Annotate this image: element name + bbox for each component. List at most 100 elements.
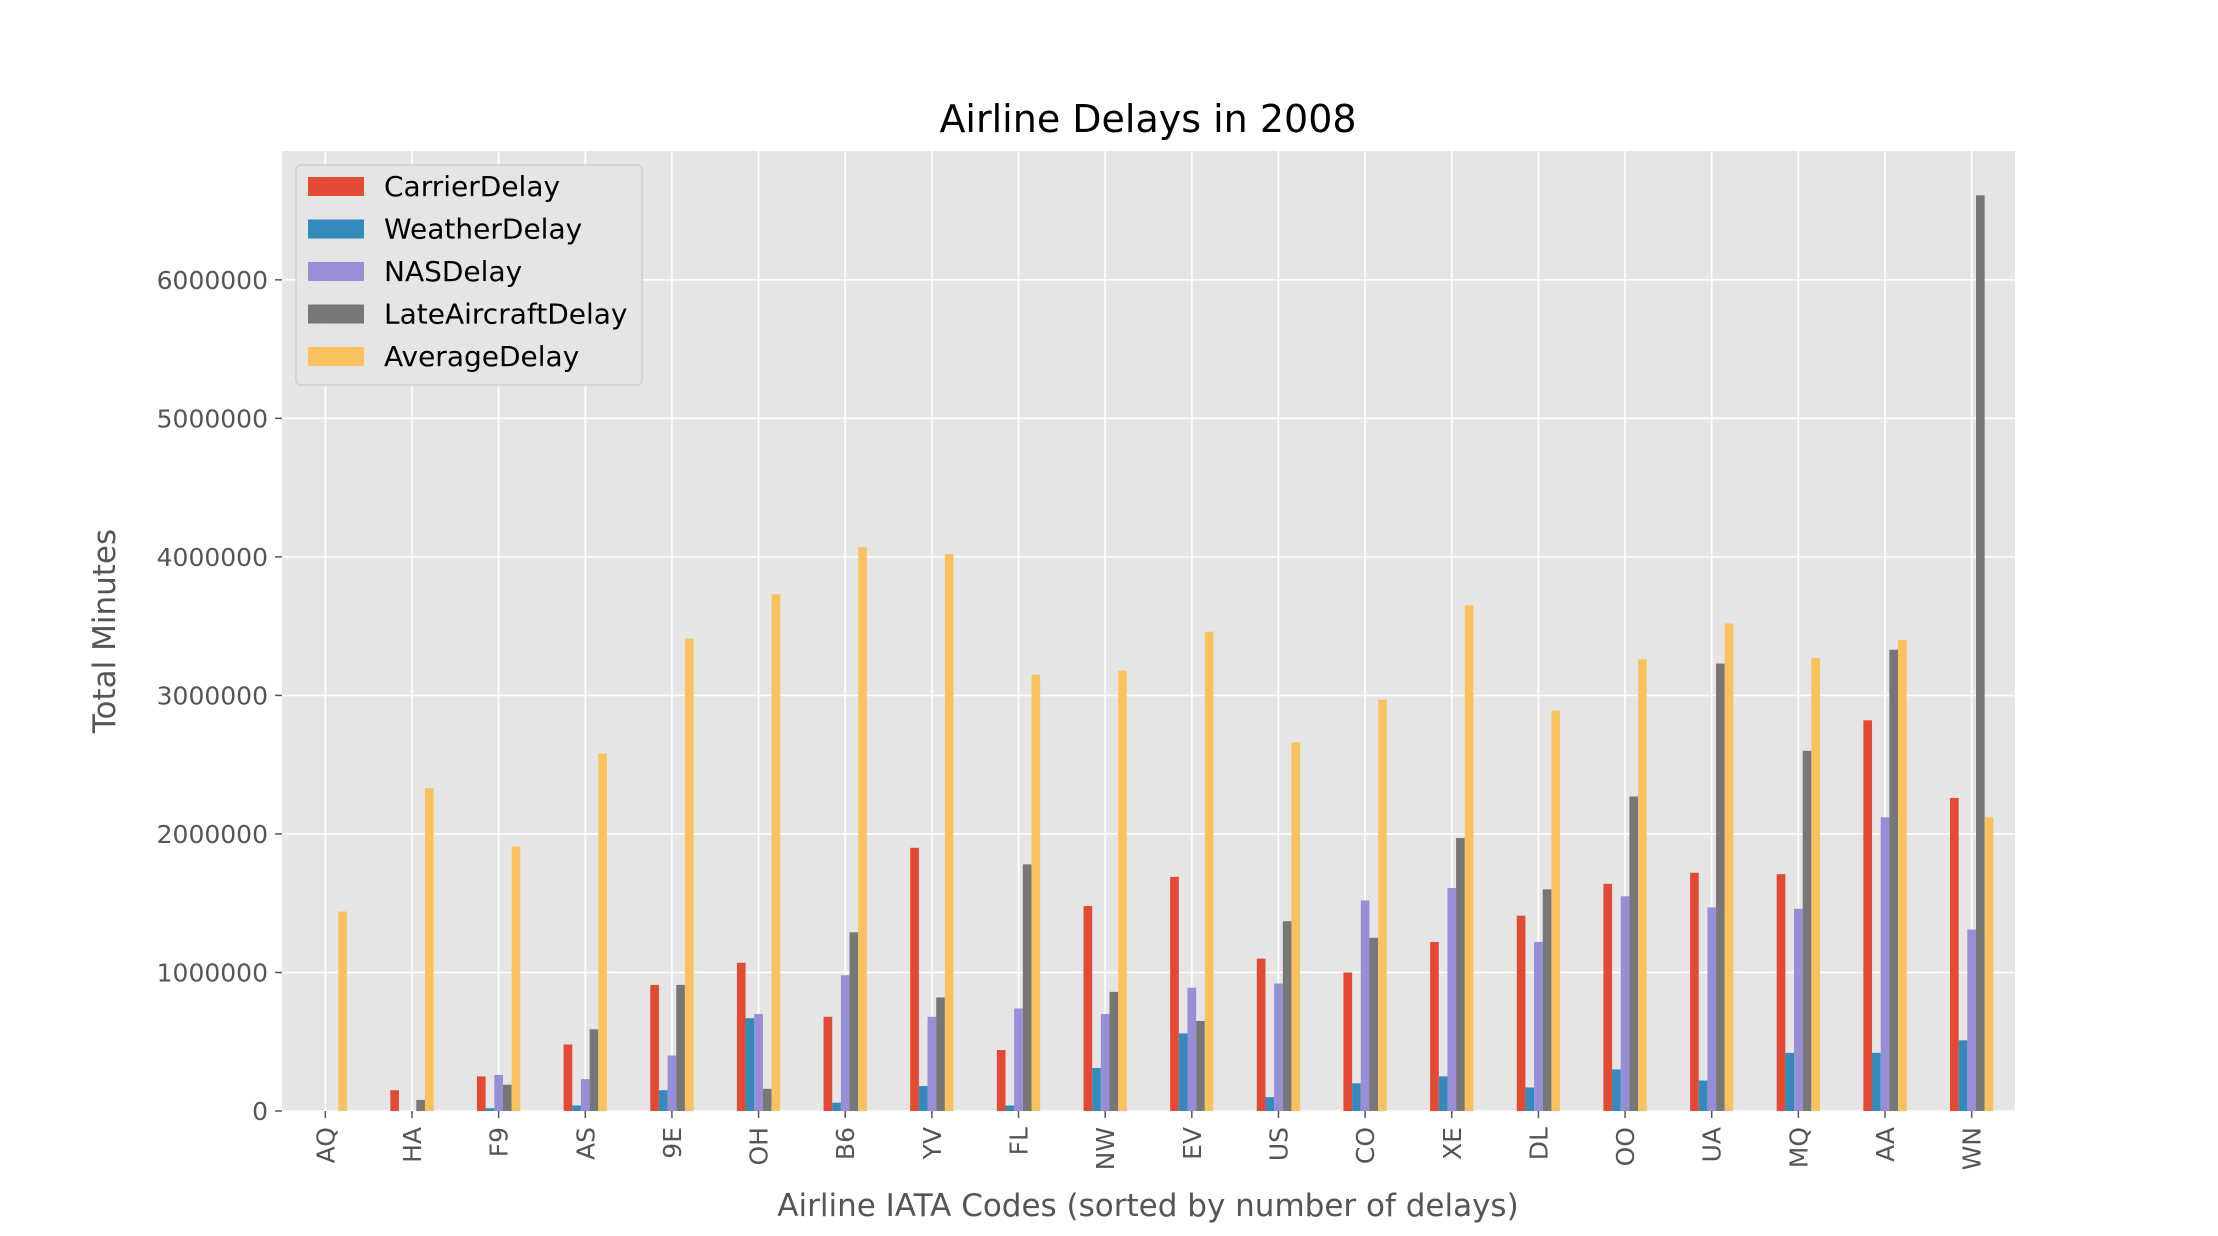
- bar-averagedelay-mq: [1811, 658, 1821, 1111]
- x-axis-title: Airline IATA Codes (sorted by number of …: [777, 1188, 1518, 1224]
- bar-nasdelay-aa: [1880, 817, 1890, 1111]
- bar-lateaircraftdelay-oh: [762, 1088, 772, 1111]
- legend-swatch-averagedelay: [308, 347, 364, 366]
- bar-averagedelay-9e: [684, 638, 694, 1111]
- legend-swatch-nasdelay: [308, 262, 364, 281]
- y-tick-label: 6000000: [157, 266, 268, 295]
- bar-carrierdelay-nw: [1083, 905, 1093, 1111]
- bar-averagedelay-fl: [1031, 674, 1041, 1111]
- x-tick-label-mq: MQ: [1784, 1127, 1813, 1168]
- bar-averagedelay-ha: [424, 788, 434, 1111]
- bar-carrierdelay-ua: [1690, 872, 1699, 1111]
- series-weatherdelay: [485, 1018, 1968, 1111]
- x-tick-label-aa: AA: [1871, 1127, 1900, 1162]
- bar-weatherdelay-fl: [1005, 1105, 1015, 1111]
- bar-lateaircraftdelay-co: [1369, 937, 1379, 1111]
- legend-box: [295, 164, 643, 386]
- bar-averagedelay-oh: [771, 594, 781, 1111]
- bar-lateaircraftdelay-fl: [1022, 864, 1032, 1111]
- bar-carrierdelay-ev: [1170, 876, 1179, 1111]
- x-tick-label-co: CO: [1351, 1127, 1380, 1164]
- bar-carrierdelay-9e: [650, 984, 659, 1111]
- bar-averagedelay-f9: [511, 846, 521, 1111]
- bar-lateaircraftdelay-aa: [1889, 649, 1899, 1111]
- y-tick-label: 3000000: [157, 681, 268, 710]
- bar-nasdelay-xe: [1447, 887, 1457, 1111]
- bar-averagedelay-us: [1291, 742, 1301, 1111]
- bar-averagedelay-dl: [1551, 710, 1561, 1111]
- bar-nasdelay-as: [580, 1079, 590, 1111]
- y-tick-label: 5000000: [157, 404, 268, 433]
- bar-weatherdelay-co: [1352, 1083, 1361, 1111]
- bar-averagedelay-co: [1378, 699, 1387, 1111]
- bar-carrierdelay-us: [1256, 958, 1266, 1111]
- bar-nasdelay-dl: [1534, 941, 1543, 1111]
- bar-weatherdelay-ua: [1698, 1080, 1708, 1111]
- bar-weatherdelay-dl: [1525, 1087, 1535, 1111]
- bar-weatherdelay-as: [572, 1105, 581, 1111]
- bar-averagedelay-oo: [1638, 659, 1647, 1111]
- bar-weatherdelay-yv: [918, 1086, 928, 1111]
- legend-label-lateaircraftdelay: LateAircraftDelay: [384, 298, 628, 331]
- x-tick-label-f9: F9: [485, 1127, 514, 1157]
- bar-lateaircraftdelay-us: [1282, 921, 1292, 1111]
- bar-averagedelay-ev: [1204, 631, 1214, 1111]
- bar-averagedelay-aa: [1898, 640, 1907, 1111]
- bar-nasdelay-ev: [1187, 987, 1197, 1111]
- bar-averagedelay-nw: [1118, 670, 1127, 1111]
- bar-lateaircraftdelay-oo: [1629, 796, 1639, 1111]
- bar-nasdelay-oh: [754, 1014, 763, 1111]
- x-tick-label-wn: WN: [1958, 1127, 1987, 1170]
- bar-carrierdelay-as: [563, 1044, 573, 1111]
- bar-lateaircraftdelay-as: [589, 1029, 599, 1111]
- bar-carrierdelay-aa: [1863, 720, 1873, 1111]
- bar-weatherdelay-f9: [485, 1108, 495, 1111]
- bar-carrierdelay-b6: [823, 1016, 833, 1111]
- bar-carrierdelay-yv: [910, 847, 919, 1111]
- x-tick-label-aq: AQ: [311, 1127, 340, 1163]
- x-tick-label-ua: UA: [1698, 1127, 1727, 1162]
- y-tick-label: 0: [252, 1097, 268, 1126]
- legend-label-carrierdelay: CarrierDelay: [384, 170, 560, 203]
- x-tick-label-as: AS: [571, 1127, 600, 1160]
- bar-nasdelay-b6: [840, 975, 850, 1111]
- series-averagedelay: [338, 547, 1994, 1111]
- bar-lateaircraftdelay-wn: [1976, 195, 1985, 1112]
- legend-swatch-weatherdelay: [308, 219, 364, 239]
- y-tick-label: 1000000: [157, 958, 268, 987]
- bar-nasdelay-9e: [667, 1055, 677, 1111]
- bar-nasdelay-fl: [1014, 1008, 1023, 1111]
- bar-nasdelay-nw: [1100, 1014, 1110, 1111]
- x-tick-label-oh: OH: [745, 1127, 774, 1165]
- bar-lateaircraftdelay-xe: [1456, 838, 1465, 1111]
- x-tick-label-yv: YV: [918, 1127, 947, 1160]
- x-tick-label-xe: XE: [1438, 1127, 1467, 1160]
- bar-averagedelay-xe: [1464, 605, 1474, 1111]
- bar-nasdelay-ua: [1707, 907, 1717, 1111]
- legend-label-nasdelay: NASDelay: [384, 255, 522, 288]
- bar-weatherdelay-oh: [745, 1018, 755, 1111]
- bar-carrierdelay-mq: [1776, 874, 1786, 1111]
- bar-lateaircraftdelay-nw: [1109, 991, 1119, 1111]
- bar-lateaircraftdelay-yv: [936, 997, 945, 1111]
- bar-weatherdelay-nw: [1092, 1068, 1101, 1111]
- bar-averagedelay-yv: [944, 554, 954, 1111]
- y-tick-label: 2000000: [157, 820, 268, 849]
- bars: [338, 195, 1994, 1112]
- bar-weatherdelay-ev: [1178, 1033, 1188, 1111]
- x-tick-label-oo: OO: [1611, 1127, 1640, 1166]
- bar-nasdelay-f9: [494, 1074, 503, 1111]
- bar-averagedelay-as: [598, 753, 607, 1111]
- x-tick-label-ev: EV: [1178, 1127, 1207, 1160]
- x-tick-label-9e: 9E: [658, 1127, 687, 1159]
- bar-carrierdelay-ha: [390, 1090, 399, 1111]
- bar-weatherdelay-mq: [1785, 1052, 1795, 1111]
- y-axis-title: Total Minutes: [87, 529, 123, 734]
- bar-carrierdelay-fl: [996, 1050, 1006, 1111]
- series-carrierdelay: [390, 720, 1959, 1111]
- bar-lateaircraftdelay-9e: [676, 984, 685, 1111]
- bar-carrierdelay-wn: [1950, 797, 1959, 1111]
- bar-weatherdelay-9e: [658, 1090, 668, 1111]
- bar-carrierdelay-oh: [736, 962, 746, 1111]
